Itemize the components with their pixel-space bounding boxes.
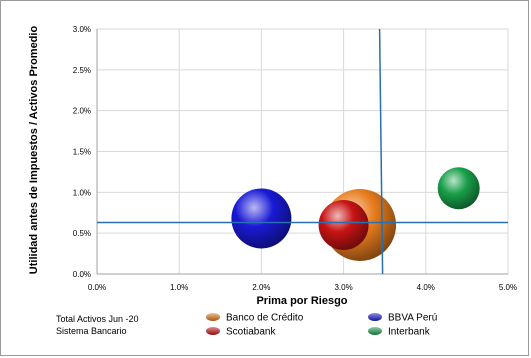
legend-label: Banco de Crédito	[226, 313, 304, 324]
y-tick-label: 0.0%	[73, 270, 91, 279]
x-tick-label: 1.0%	[170, 283, 188, 292]
legend-marker-scotiabank	[206, 327, 220, 335]
x-tick-label: 0.0%	[88, 283, 106, 292]
reference-line-vertical	[378, 28, 384, 275]
grid-layer	[96, 28, 509, 275]
bubble-interbank	[437, 167, 480, 210]
legend: Banco de Crédito BBVA Perú Scotiabank Inter…	[206, 313, 437, 338]
y-tick-label: 0.5%	[73, 229, 91, 238]
y-tick-label: 2.5%	[73, 66, 91, 75]
legend-label: Scotiabank	[226, 327, 276, 338]
x-axis-label: Prima por Riesgo	[256, 295, 347, 307]
legend-label: Interbank	[388, 327, 431, 338]
footnote-sistema-bancario: Sistema Bancario	[56, 326, 127, 336]
y-tick-label: 3.0%	[73, 25, 91, 34]
y-tick-label: 1.5%	[73, 148, 91, 157]
reference-lines	[97, 28, 508, 275]
legend-marker-interbank	[368, 327, 382, 335]
bubble-layer	[231, 167, 480, 261]
legend-marker-banco-de-cr-dito	[206, 313, 220, 321]
bubble-bbva-per-	[231, 188, 292, 249]
legend-label: BBVA Perú	[388, 313, 437, 324]
x-tick-label: 4.0%	[417, 283, 435, 292]
y-tick-label: 1.0%	[73, 188, 91, 197]
legend-marker-bbva-per-	[368, 313, 382, 321]
x-tick-label: 3.0%	[334, 283, 352, 292]
y-axis-label: Utilidad antes de Impuestos / Activos Pr…	[28, 26, 40, 275]
axis-layer: 0.0% 0.5% 1.0% 1.5% 2.0% 2.5% 3.0% 0.0% 1.0% 2.0%…	[73, 25, 517, 292]
bubble-scotiabank	[318, 200, 369, 250]
y-tick-label: 2.0%	[73, 107, 91, 116]
x-tick-label: 2.0%	[252, 283, 270, 292]
footnote-total-activos: Total Activos Jun -20	[56, 314, 139, 324]
x-tick-label: 5.0%	[499, 283, 517, 292]
